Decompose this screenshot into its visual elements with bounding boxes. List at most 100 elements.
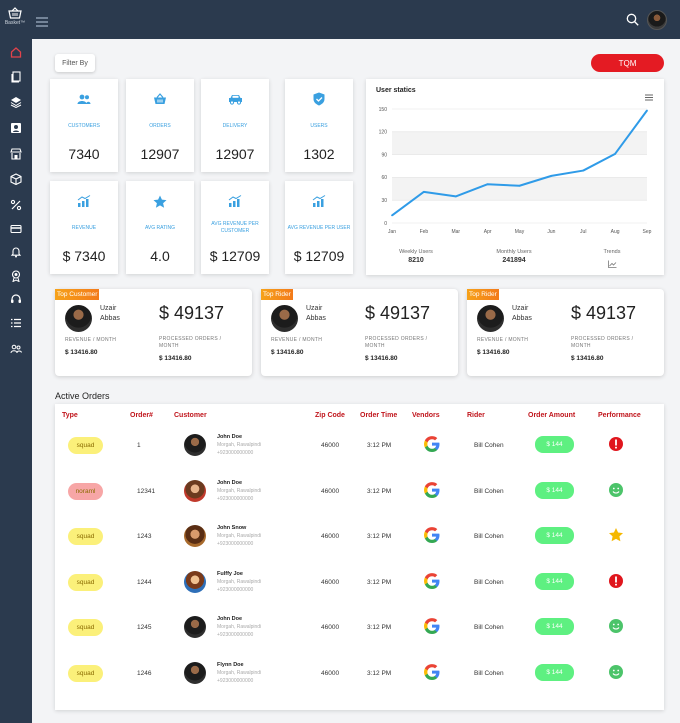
- box-icon[interactable]: [9, 172, 23, 186]
- stat-card-avg-revenue-per-user[interactable]: AVG REVENUE PER USER $ 12709: [285, 181, 353, 274]
- google-icon[interactable]: [423, 481, 441, 504]
- customer-name[interactable]: Flynn Doe: [217, 661, 244, 668]
- stat-card-delivery[interactable]: DELIVERY 12907: [201, 79, 269, 172]
- column-header[interactable]: Order Time: [360, 412, 398, 419]
- customer-name[interactable]: John Doe: [217, 479, 243, 486]
- column-header[interactable]: Vendors: [412, 412, 440, 419]
- stat-value: $ 12709: [209, 248, 261, 264]
- table-row[interactable]: squad 1245 John Doe Morgah, Rawalpindi +9230…: [55, 608, 664, 653]
- processed-label: PROCESSED ORDERS / MONTH: [159, 336, 221, 350]
- type-badge[interactable]: noraml: [68, 482, 103, 500]
- column-header[interactable]: Order Amount: [528, 412, 576, 419]
- data-point: [422, 190, 425, 193]
- copy-icon[interactable]: [9, 70, 23, 84]
- bell-icon[interactable]: [9, 245, 23, 259]
- stat-value: 1302: [303, 146, 335, 162]
- type-badge[interactable]: squad: [68, 619, 103, 636]
- processed-value: $ 13416.80: [571, 355, 604, 362]
- badge-icon[interactable]: [9, 269, 23, 283]
- customer-name[interactable]: John Doe: [217, 434, 243, 440]
- filter-by-button[interactable]: Filter By: [55, 54, 95, 72]
- user-card-icon[interactable]: [9, 121, 23, 135]
- stat-card-customers[interactable]: CUSTOMERS 7340: [50, 79, 118, 172]
- type-badge[interactable]: squad: [68, 573, 103, 591]
- order-amount-badge: $ 144: [535, 572, 574, 590]
- customer-avatar: [184, 616, 206, 638]
- stat-label: AVG RATING: [144, 224, 176, 231]
- rider-name: Bill Cohen: [474, 442, 504, 449]
- customer-details: Morgah, Rawalpindi +923000000000: [217, 623, 277, 639]
- home-icon[interactable]: [9, 45, 23, 59]
- data-point: [486, 183, 489, 186]
- column-header[interactable]: Type: [62, 412, 78, 419]
- google-icon[interactable]: [423, 663, 441, 686]
- list-icon[interactable]: [9, 316, 23, 330]
- x-tick-label: Jul: [580, 229, 586, 235]
- tqm-button[interactable]: TQM: [591, 54, 664, 72]
- top-card-name: Uzair Abbas: [512, 304, 532, 324]
- stat-card-orders[interactable]: ORDERS 12907: [126, 79, 194, 172]
- customer-details: Morgah, Rawalpindi +923000000000: [217, 441, 277, 457]
- data-point: [646, 109, 648, 112]
- stat-card-avg-revenue-per-customer[interactable]: AVG REVENUE PER CUSTOMER $ 12709: [201, 181, 269, 274]
- brand-logo[interactable]: Basket™: [4, 7, 26, 26]
- type-badge[interactable]: squad: [68, 528, 103, 545]
- alert-icon[interactable]: [608, 436, 624, 452]
- stat-card-avg-rating[interactable]: AVG RATING 4.0: [126, 181, 194, 274]
- table-row[interactable]: squad 1 John Doe Morgah, Rawalpindi +9230000…: [55, 426, 664, 471]
- alert-icon[interactable]: [608, 573, 624, 589]
- table-row[interactable]: squad 1243 John Snow Morgah, Rawalpindi +923…: [55, 517, 664, 562]
- smile-icon[interactable]: [608, 664, 624, 680]
- search-icon[interactable]: [626, 13, 639, 31]
- smile-icon[interactable]: [608, 618, 624, 634]
- top-card-name: Uzair Abbas: [306, 304, 326, 324]
- user-avatar[interactable]: [647, 10, 667, 30]
- customer-name[interactable]: John Doe: [217, 616, 243, 622]
- type-badge[interactable]: squad: [68, 664, 103, 682]
- customer-name[interactable]: John Snow: [217, 525, 247, 531]
- menu-toggle-icon[interactable]: [36, 14, 48, 32]
- table-row[interactable]: squad 1246 Flynn Doe Morgah, Rawalpindi +923…: [55, 654, 664, 699]
- column-header[interactable]: Order#: [130, 412, 153, 419]
- chart-menu-icon[interactable]: [645, 88, 653, 106]
- column-header[interactable]: Customer: [174, 412, 207, 419]
- customer-phone: +923000000000: [217, 495, 254, 502]
- last-name: Abbas: [100, 315, 120, 322]
- credit-card-icon[interactable]: [9, 222, 23, 236]
- top-card[interactable]: Top Rider Uzair Abbas $ 49137 REVENUE / MONT…: [261, 289, 458, 376]
- stat-card-users[interactable]: USERS 1302: [285, 79, 353, 172]
- last-name: Abbas: [512, 315, 532, 322]
- top-card[interactable]: Top Rider Uzair Abbas $ 49137 REVENUE / MONT…: [467, 289, 664, 376]
- customer-address: Morgah, Rawalpindi: [217, 669, 262, 676]
- customer-name[interactable]: Fulffy Joe: [217, 570, 243, 577]
- top-card-badge: Top Rider: [467, 289, 499, 300]
- order-time: 3:12 PM: [367, 669, 392, 677]
- data-point: [518, 184, 521, 187]
- top-card[interactable]: Top Customer Uzair Abbas $ 49137 REVENUE / M…: [55, 289, 252, 376]
- column-header[interactable]: Performance: [598, 412, 641, 419]
- y-tick-label: 150: [379, 107, 388, 113]
- column-header[interactable]: Zip Code: [315, 412, 345, 419]
- users-icon[interactable]: [9, 342, 23, 356]
- google-icon[interactable]: [423, 526, 441, 549]
- layers-icon[interactable]: [9, 95, 23, 109]
- type-badge[interactable]: squad: [68, 437, 103, 454]
- google-icon[interactable]: [423, 435, 441, 458]
- percent-icon[interactable]: [9, 198, 23, 212]
- google-icon[interactable]: [423, 572, 441, 595]
- store-icon[interactable]: [9, 147, 23, 161]
- table-row[interactable]: squad 1244 Fulffy Joe Morgah, Rawalpindi +92…: [55, 563, 664, 608]
- table-row[interactable]: noraml 12341 John Doe Morgah, Rawalpindi +92…: [55, 472, 664, 517]
- stat-label: REVENUE: [71, 224, 97, 231]
- star-icon[interactable]: [608, 527, 624, 543]
- trend-icon[interactable]: [607, 260, 617, 268]
- headset-icon[interactable]: [9, 292, 23, 306]
- column-header[interactable]: Rider: [467, 412, 485, 419]
- stat-card-revenue[interactable]: REVENUE $ 7340: [50, 181, 118, 274]
- stat-value: 7340: [68, 146, 100, 162]
- x-tick-label: Mar: [451, 229, 460, 235]
- y-tick-label: 0: [384, 221, 387, 227]
- smile-icon[interactable]: [608, 482, 624, 498]
- order-amount-badge: $ 144: [535, 527, 574, 544]
- google-icon[interactable]: [423, 617, 441, 640]
